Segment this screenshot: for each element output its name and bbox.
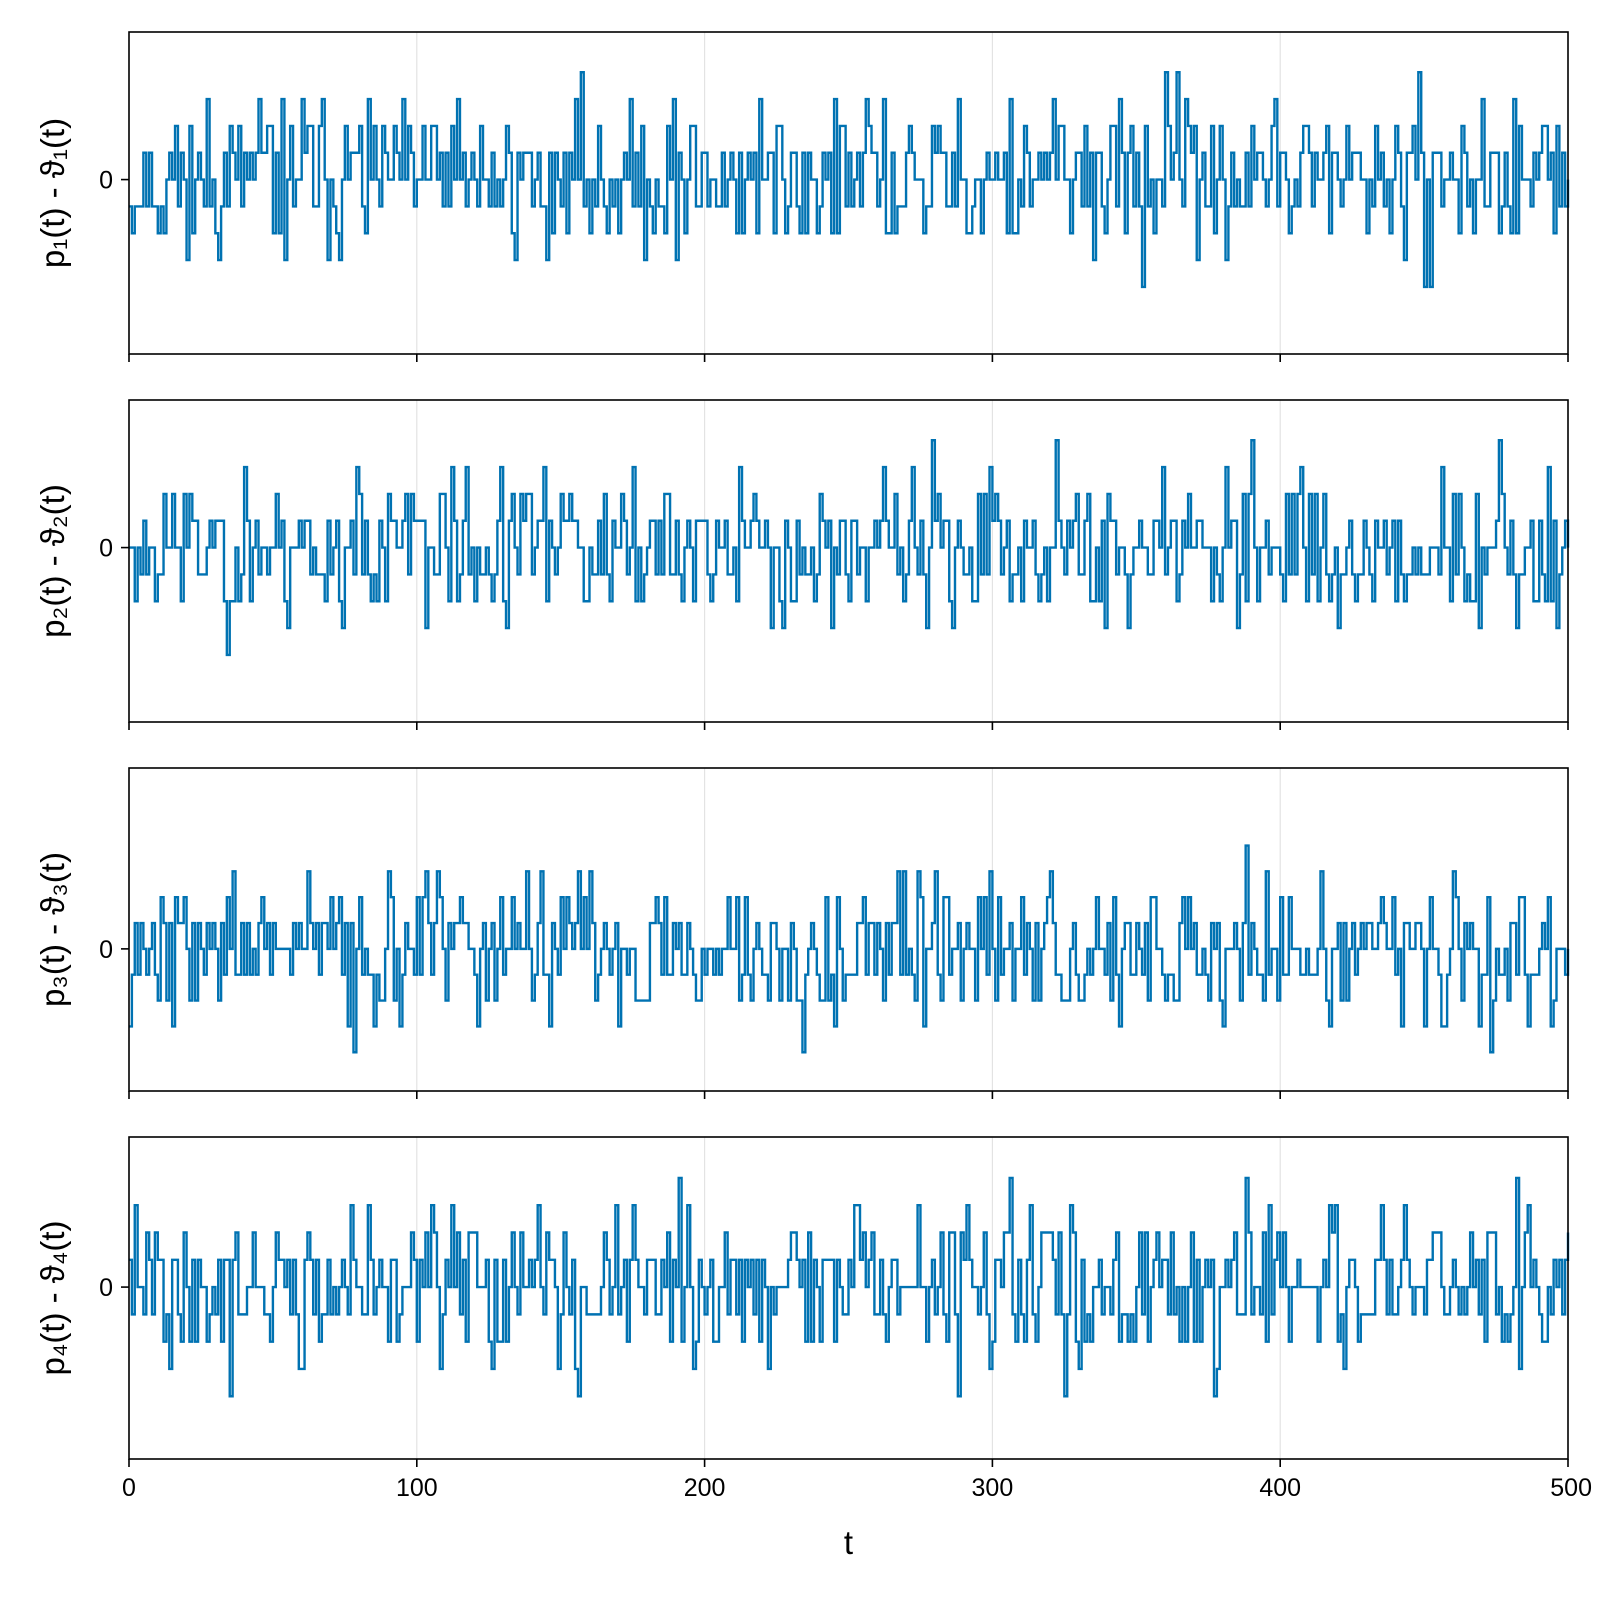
xaxis-label: t (844, 1524, 853, 1561)
xtick-label-2: 200 (684, 1474, 726, 1502)
xtick-label-4: 400 (1259, 1474, 1301, 1502)
panel-4-frame (128, 1136, 1569, 1460)
panel-3-series-line (129, 844, 1570, 1054)
xtick-label-1: 100 (396, 1474, 438, 1502)
xtick-label-5: 500 (1550, 1474, 1592, 1502)
panel-1-ylabel: p₁(t) - ϑ₁(t) (34, 118, 71, 268)
panel-4-ylabel: p₄(t) - ϑ₄(t) (34, 1221, 71, 1376)
panel-3-frame (128, 767, 1569, 1092)
panel-3-ytick-label-0: 0 (99, 936, 113, 964)
panel-1-ytick-label-0: 0 (99, 167, 113, 195)
panel-2-frame (128, 399, 1569, 723)
panel-3-ylabel: p₃(t) - ϑ₃(t) (34, 852, 71, 1007)
panel-4-series-line (129, 1176, 1570, 1398)
panel-2-series-line (129, 439, 1570, 657)
panel-2-ytick-label-0: 0 (99, 535, 113, 563)
xtick-label-0: 0 (122, 1474, 136, 1502)
panel-2-ylabel: p₂(t) - ϑ₂(t) (34, 484, 71, 638)
xtick-label-3: 300 (972, 1474, 1014, 1502)
panel-1-series-line (129, 71, 1570, 289)
panel-1-frame (128, 31, 1569, 355)
panel-4-ytick-label-0: 0 (99, 1274, 113, 1302)
